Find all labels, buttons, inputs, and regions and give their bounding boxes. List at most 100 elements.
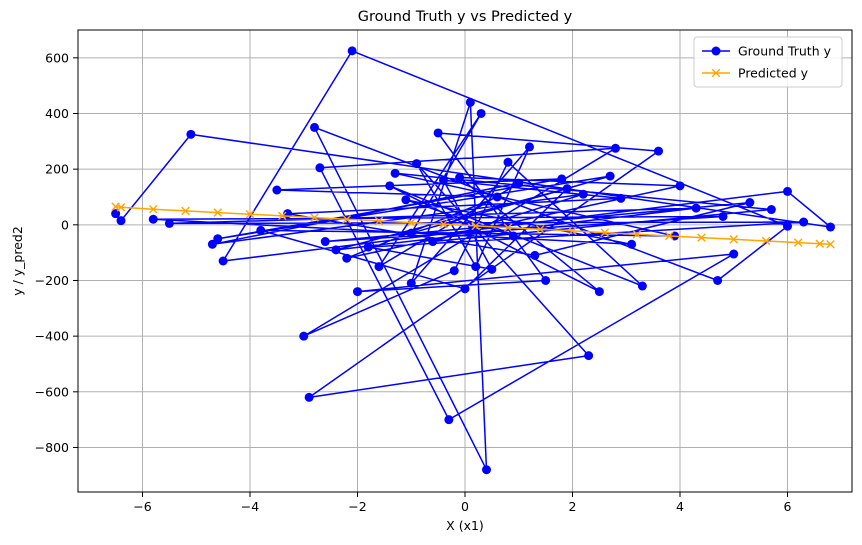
data-point <box>213 208 223 217</box>
data-point <box>353 287 362 297</box>
x-tick-label: −2 <box>348 499 366 514</box>
data-point <box>525 142 534 152</box>
data-point <box>616 193 626 203</box>
data-point <box>148 214 158 224</box>
data-point <box>439 219 448 229</box>
data-point <box>315 163 325 173</box>
x-axis-label: X (x1) <box>446 518 484 533</box>
data-point <box>444 415 454 425</box>
data-point <box>455 173 465 183</box>
data-point <box>766 205 776 215</box>
data-point <box>729 249 739 259</box>
data-point <box>675 181 685 191</box>
data-point <box>406 278 416 288</box>
data-point <box>310 122 319 132</box>
data-point <box>245 209 255 219</box>
data-point <box>632 229 642 239</box>
y-tick-label: 0 <box>61 217 69 232</box>
data-point <box>320 237 330 247</box>
data-point <box>412 159 422 169</box>
data-point <box>439 175 448 185</box>
series-layer <box>111 46 835 475</box>
data-point <box>428 237 438 247</box>
data-point <box>342 253 352 263</box>
data-point <box>761 236 771 246</box>
data-point <box>557 174 567 184</box>
data-point <box>611 143 620 153</box>
ticks: −6 −4 −2 0 2 4 6 −800 −600 −400 −200 0 200 400 600 <box>35 50 792 514</box>
data-point <box>299 331 309 341</box>
data-point <box>697 233 706 242</box>
data-point <box>664 231 674 241</box>
data-point <box>594 287 604 297</box>
data-point <box>164 218 174 228</box>
data-point <box>277 211 287 221</box>
data-point <box>406 218 416 227</box>
data-point <box>342 214 352 224</box>
data-point <box>476 108 486 118</box>
data-point <box>514 178 524 188</box>
data-point <box>691 203 701 213</box>
data-point <box>793 238 803 247</box>
legend-entry: Predicted y <box>702 66 809 81</box>
data-point <box>745 198 755 208</box>
data-point <box>385 181 395 191</box>
x-tick-label: 6 <box>784 499 792 514</box>
data-point <box>578 189 588 199</box>
x-tick-label: 4 <box>676 499 684 514</box>
legend-label: Predicted y <box>738 66 809 81</box>
data-point <box>460 284 470 294</box>
data-point <box>390 168 400 178</box>
data-point <box>584 351 594 361</box>
data-point <box>401 195 411 205</box>
data-point <box>218 256 228 266</box>
data-point <box>530 250 540 260</box>
data-point <box>449 266 459 276</box>
data-point <box>783 221 792 231</box>
y-tick-label: 400 <box>45 106 69 121</box>
data-point <box>711 46 721 56</box>
data-point <box>186 129 196 139</box>
x-tick-label: −4 <box>241 499 259 514</box>
data-point <box>148 204 158 214</box>
data-point <box>815 239 825 249</box>
x-tick-label: −6 <box>133 499 151 514</box>
data-point <box>181 206 190 216</box>
data-point <box>492 192 502 202</box>
data-point <box>304 392 314 402</box>
data-point <box>471 262 481 272</box>
data-point <box>256 225 266 235</box>
data-point <box>503 223 513 232</box>
data-point <box>826 240 835 249</box>
data-point <box>487 264 497 274</box>
data-point <box>713 275 723 285</box>
data-point <box>482 465 491 475</box>
data-point <box>207 239 217 249</box>
legend-entry: Ground Truth y <box>702 44 832 59</box>
chart-title: Ground Truth y vs Predicted y <box>358 9 573 25</box>
data-point <box>729 234 739 244</box>
x-tick-label: 0 <box>461 499 469 514</box>
data-point <box>433 128 443 138</box>
data-point <box>374 216 384 226</box>
data-point <box>535 224 545 234</box>
data-point <box>562 184 572 194</box>
data-point <box>711 68 721 78</box>
data-point <box>799 217 809 227</box>
y-tick-label: 600 <box>45 50 69 65</box>
data-point <box>347 46 357 56</box>
legend: Ground Truth y Predicted y <box>693 36 843 88</box>
series-line <box>115 50 832 471</box>
legend-box <box>693 36 843 88</box>
data-point <box>374 262 384 272</box>
data-point <box>406 228 416 238</box>
data-point <box>331 245 341 255</box>
data-point <box>116 202 126 212</box>
series-predicted-y <box>111 202 835 249</box>
y-tick-label: 200 <box>45 162 69 177</box>
data-point <box>471 221 481 231</box>
data-point <box>568 226 577 236</box>
data-point <box>508 231 518 241</box>
data-point <box>465 97 475 107</box>
